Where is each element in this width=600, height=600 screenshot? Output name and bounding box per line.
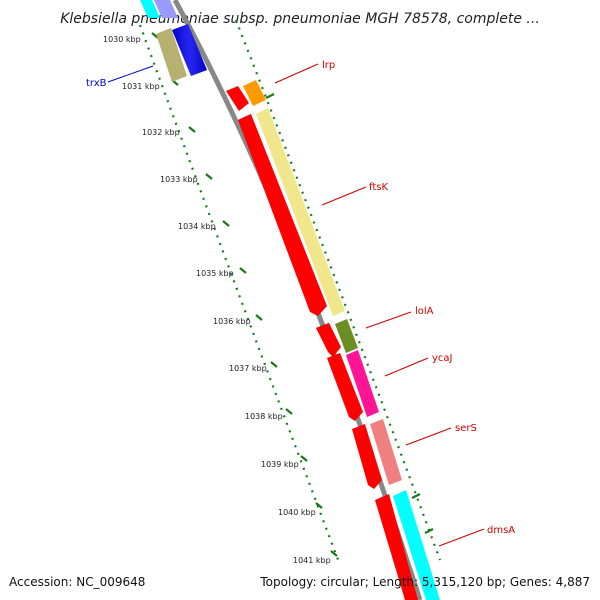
tick-label: 1041 kbp: [293, 556, 331, 565]
callout-line-lrp: [274, 63, 319, 84]
tick-label: 1038 kbp: [245, 412, 283, 421]
tick-label: 1036 kbp: [213, 317, 251, 326]
tick-mark: [424, 528, 434, 534]
feature-lolA: [335, 319, 358, 353]
cds-arrow-lolA: [316, 323, 341, 357]
gene-label-lolA: lolA: [415, 306, 434, 317]
map-title: Klebsiella pneumoniae subsp. pneumoniae …: [60, 11, 540, 27]
gene-label-lrp: lrp: [322, 60, 335, 71]
tick-label: 1039 kbp: [261, 460, 299, 469]
callout-line-ftsK: [321, 186, 367, 206]
tick-mark: [285, 408, 293, 415]
cds-arrow-dmsA: [375, 494, 418, 600]
tick-mark: [265, 93, 275, 99]
tick-marks: [151, 32, 434, 557]
accession-text: Accession: NC_009648: [9, 575, 145, 589]
tick-rail-left: [138, 24, 342, 566]
feature-ycaJ: [346, 350, 379, 417]
feature-serS: [370, 419, 402, 485]
feature-lightblue-top: [154, 0, 178, 18]
tick-label: 1032 kbp: [142, 128, 180, 137]
tick-label: 1034 kbp: [178, 222, 216, 231]
gene-label-serS: serS: [455, 423, 477, 434]
feature-dmsA: [393, 490, 440, 600]
tick-label: 1030 kbp: [103, 35, 141, 44]
callout-line-lolA: [365, 311, 412, 329]
topology-text: Topology: circular; Length: 5,315,120 bp…: [259, 575, 590, 589]
tick-mark: [222, 220, 230, 227]
tick-mark: [315, 502, 323, 509]
cds-track: [226, 86, 418, 600]
tick-mark: [300, 455, 308, 462]
tick-label: 1031 kbp: [122, 82, 160, 91]
feature-trxB-overlay: [172, 24, 207, 76]
cds-shading: [237, 113, 330, 329]
gene-label-ycaJ: ycaJ: [432, 353, 453, 364]
tick-mark: [239, 267, 247, 274]
gene-labels: trxB lrp ftsK lolA ycaJ serS dmsA: [86, 60, 515, 547]
cds-arrow-ftsK: [238, 114, 327, 316]
tick-rail-right: [234, 19, 442, 561]
feature-ftsK: [256, 108, 345, 316]
feature-lrp: [243, 80, 266, 106]
gene-label-trxB: trxB: [86, 78, 107, 89]
callout-line-trxB: [107, 65, 154, 83]
callout-line-ycaJ: [384, 357, 429, 377]
tick-labels: 1030 kbp 1031 kbp 1032 kbp 1033 kbp 1034…: [103, 35, 331, 565]
tick-mark: [188, 126, 196, 133]
cds-arrow-ycaJ: [327, 353, 363, 421]
tick-label: 1040 kbp: [278, 508, 316, 517]
tick-label: 1037 kbp: [229, 364, 267, 373]
feature-cyan-top: [140, 0, 160, 18]
feature-trxB-outer: [156, 28, 187, 82]
gene-label-ftsK: ftsK: [369, 182, 388, 193]
tick-label: 1035 kbp: [196, 269, 234, 278]
tick-mark: [255, 314, 263, 321]
callout-line-serS: [405, 427, 452, 446]
tick-label: 1033 kbp: [160, 175, 198, 184]
tick-mark: [205, 173, 213, 180]
gene-feature-track: [243, 80, 440, 600]
tick-mark: [151, 32, 159, 39]
callout-line-dmsA: [438, 528, 485, 547]
cds-arrow-lrp: [226, 86, 249, 111]
cds-arrow-serS: [352, 424, 382, 489]
top-features: [140, 0, 207, 82]
tick-mark: [270, 361, 278, 368]
tick-mark: [411, 493, 421, 499]
gene-label-dmsA: dmsA: [487, 525, 515, 536]
tick-mark: [330, 550, 338, 557]
